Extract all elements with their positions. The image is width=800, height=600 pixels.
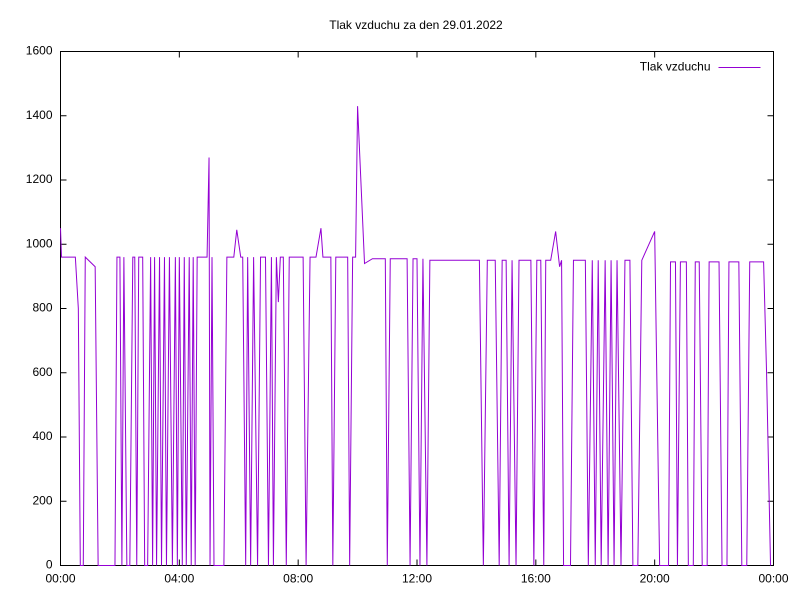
y-tick-label: 400 xyxy=(32,429,52,443)
y-tick-label: 1600 xyxy=(26,44,53,58)
x-tick-label: 00:00 xyxy=(758,572,788,586)
data-line xyxy=(60,106,772,566)
x-tick-label: 08:00 xyxy=(283,572,313,586)
y-tick-label: 600 xyxy=(32,365,52,379)
x-tick-label: 16:00 xyxy=(521,572,551,586)
y-tick-label: 200 xyxy=(32,493,52,507)
x-tick-label: 20:00 xyxy=(640,572,670,586)
y-tick-label: 0 xyxy=(46,558,53,572)
x-tick-label: 04:00 xyxy=(164,572,194,586)
chart-title: Tlak vzduchu za den 29.01.2022 xyxy=(329,18,503,32)
legend-label: Tlak vzduchu xyxy=(640,60,711,74)
y-tick-label: 1000 xyxy=(26,236,53,250)
y-tick-label: 1200 xyxy=(26,172,53,186)
y-tick-label: 800 xyxy=(32,301,52,315)
y-tick-label: 1400 xyxy=(26,108,53,122)
x-tick-label: 00:00 xyxy=(45,572,75,586)
x-tick-label: 12:00 xyxy=(402,572,432,586)
